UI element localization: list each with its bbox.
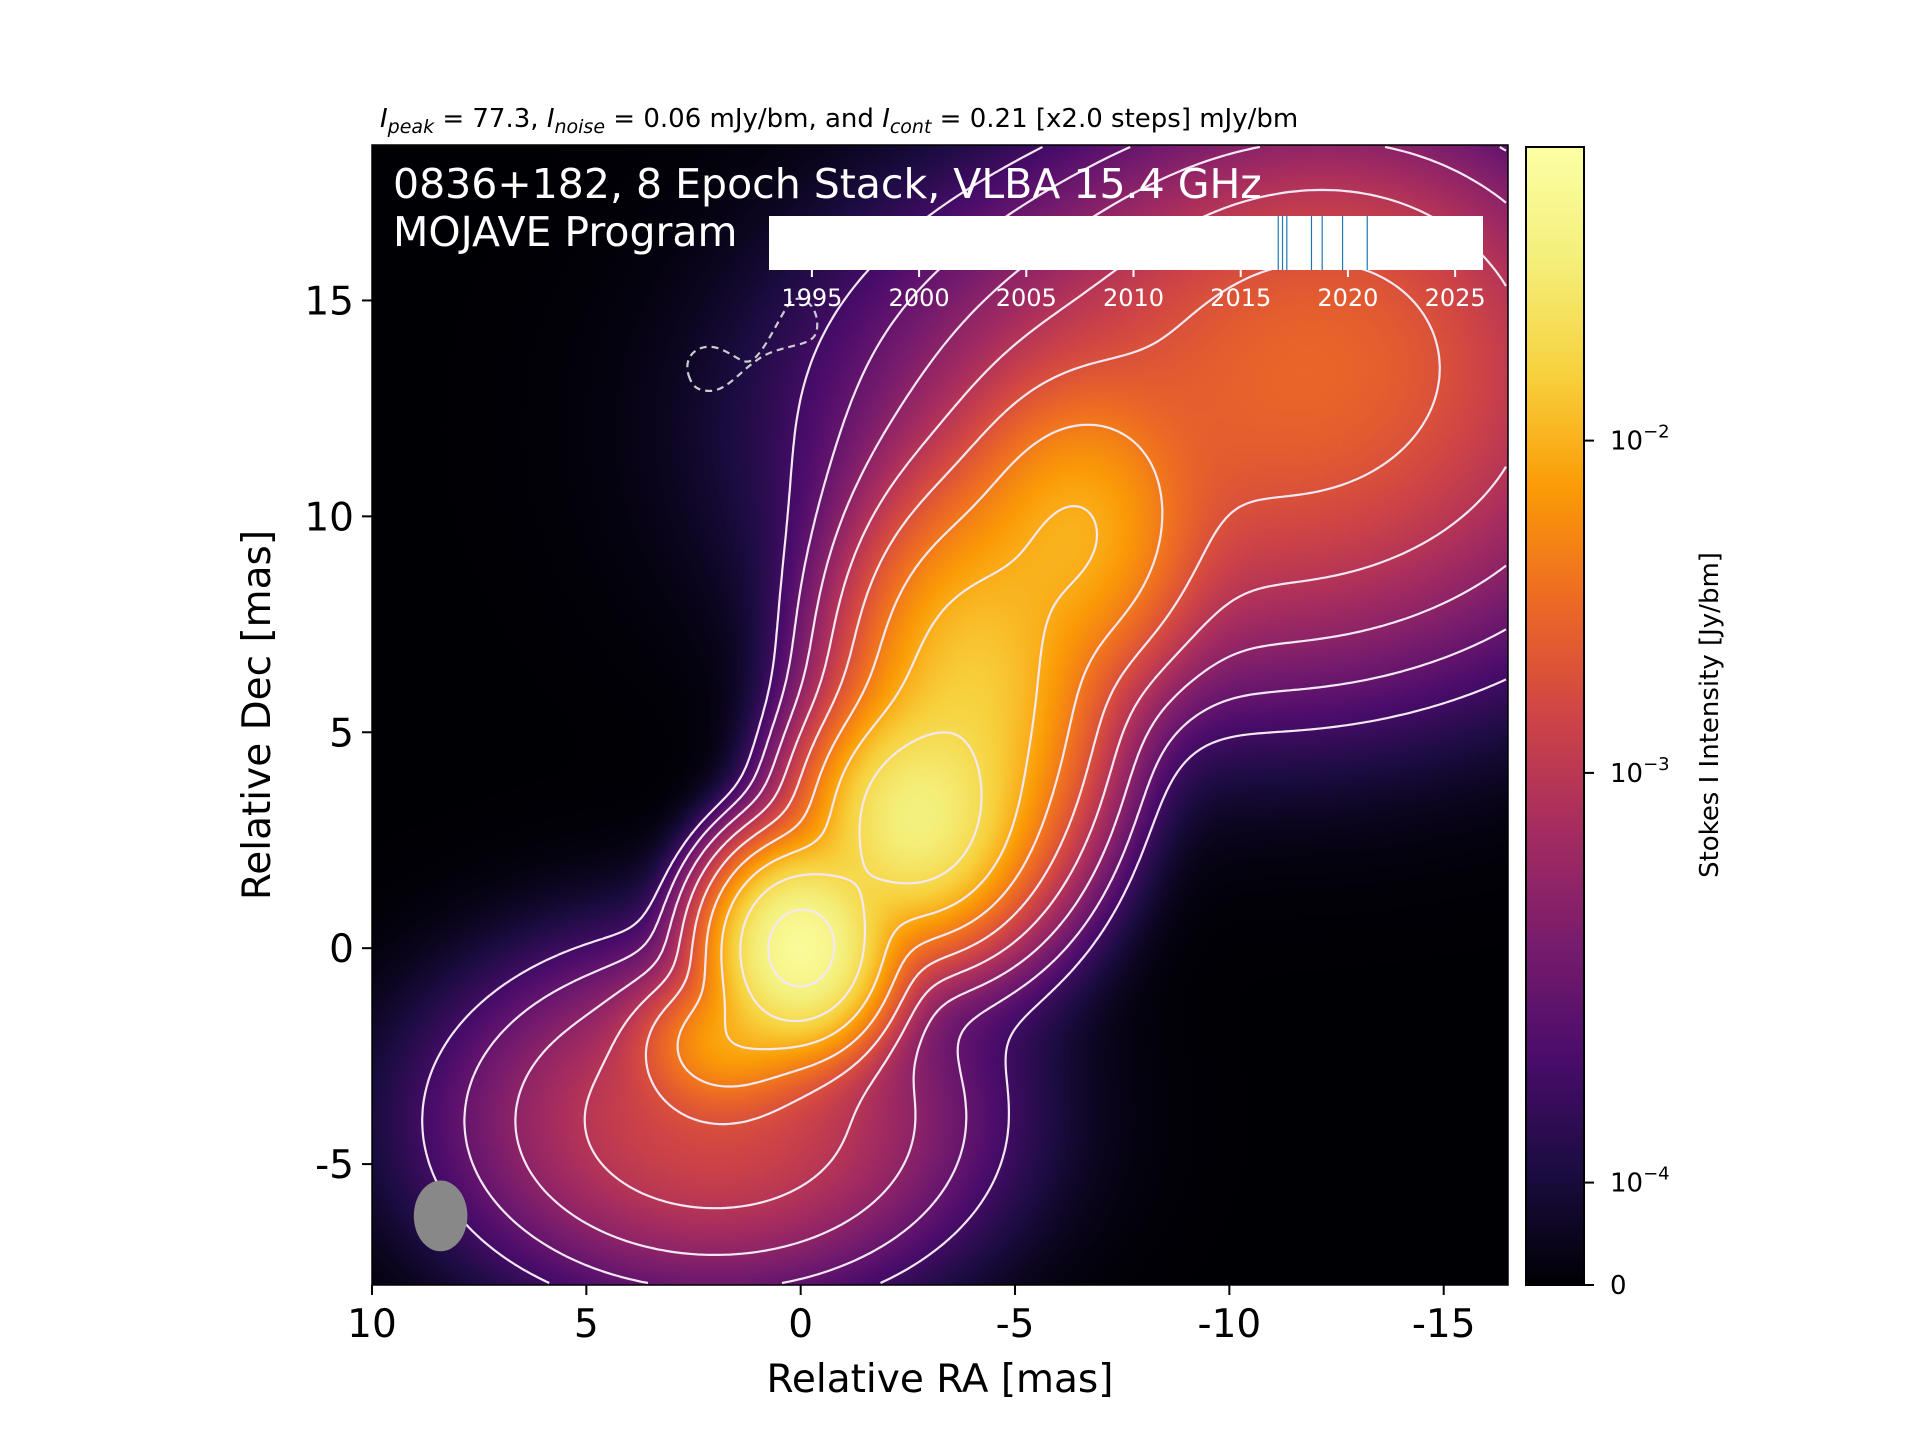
timeline-tick-label: 2025	[1425, 284, 1486, 312]
contour-line	[463, 146, 1507, 1285]
stats-segment: cont	[890, 116, 933, 138]
overlay-layer	[413, 297, 819, 1252]
stats-header: Ipeak = 77.3, Inoise = 0.06 mJy/bm, and …	[380, 104, 1298, 138]
y-tick-label: 15	[304, 279, 354, 324]
y-tick-label: 0	[329, 927, 354, 972]
stats-segment: = 0.21 [x2.0 steps] mJy/bm	[931, 104, 1298, 134]
y-tick-label: 10	[304, 495, 354, 540]
stats-segment: I	[380, 104, 388, 134]
intensity-map	[372, 145, 1508, 1285]
x-axis: 10 5 0 -5 -10 -15	[347, 1285, 1476, 1347]
stats-segment: = 77.3,	[434, 104, 547, 134]
x-tick-label: -15	[1412, 1302, 1476, 1347]
map-title-line2: MOJAVE Program	[393, 208, 737, 256]
negative-contour	[686, 297, 819, 393]
stats-segment: I	[547, 104, 555, 134]
y-tick-label: 5	[329, 711, 354, 756]
timeline-epochs	[1277, 216, 1368, 270]
timeline-box	[769, 216, 1483, 270]
y-tick-label: -5	[315, 1143, 354, 1188]
timeline-tick-label: 2015	[1210, 284, 1271, 312]
contour-line	[767, 908, 836, 988]
timeline-tick-label: 1995	[781, 284, 842, 312]
beam-ellipse	[413, 1180, 468, 1252]
epoch-timeline: 1995 2000 2005 2010 2015 2020 2025	[769, 216, 1486, 312]
stats-segment: peak	[387, 116, 435, 138]
timeline-tick-label: 2000	[889, 284, 950, 312]
contour-line	[676, 423, 1164, 1088]
timeline-tick-label: 2020	[1317, 284, 1378, 312]
x-tick-label: 0	[788, 1302, 813, 1347]
timeline-tick-label: 2010	[1103, 284, 1164, 312]
colorbar-label: Stokes I Intensity [Jy/bm]	[1695, 552, 1725, 878]
x-tick-label: 5	[574, 1302, 599, 1347]
contour-line	[720, 505, 1099, 1051]
timeline-ticks: 1995 2000 2005 2010 2015 2020 2025	[781, 270, 1486, 312]
y-axis: -5 0 5 10 15	[304, 279, 372, 1188]
timeline-tick-label: 2005	[996, 284, 1057, 312]
y-axis-label: Relative Dec [mas]	[235, 530, 280, 900]
colorbar	[1525, 146, 1585, 1286]
x-tick-label: -10	[1198, 1302, 1262, 1347]
x-tick-label: -5	[996, 1302, 1035, 1347]
colorbar-tick-label: 10−4	[1610, 1164, 1670, 1199]
colorbar-tick-label: 0	[1610, 1271, 1627, 1301]
stats-segment: noise	[554, 116, 605, 138]
x-tick-label: 10	[347, 1302, 397, 1347]
colorbar-tick-label: 10−2	[1610, 422, 1670, 457]
stats-segment: I	[882, 104, 890, 134]
plot-frame	[371, 144, 1509, 1286]
x-axis-label: Relative RA [mas]	[767, 1357, 1114, 1402]
contour-line	[739, 731, 983, 1023]
colorbar-tick-label: 10−3	[1610, 754, 1670, 789]
stats-segment: = 0.06 mJy/bm, and	[605, 104, 882, 134]
colorbar-ticks: 10−2 10−3 10−4 0	[1584, 422, 1670, 1301]
map-title-line1: 0836+182, 8 Epoch Stack, VLBA 15.4 GHz	[393, 160, 1262, 208]
